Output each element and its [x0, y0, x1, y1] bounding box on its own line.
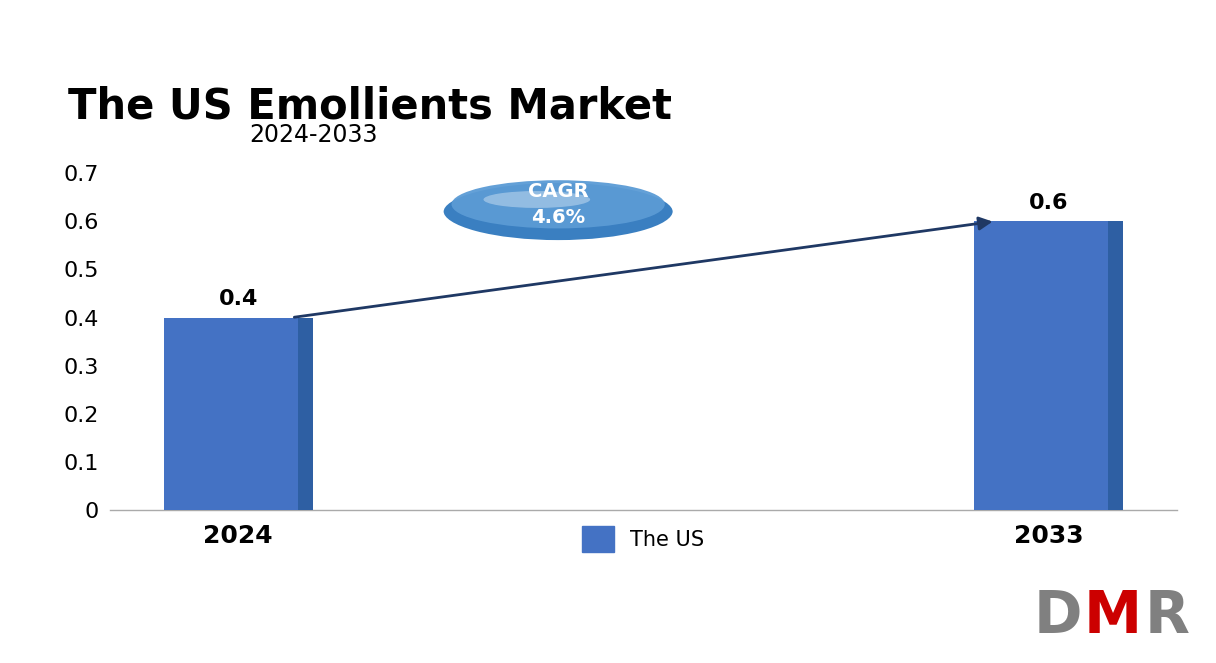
Text: CAGR
4.6%: CAGR 4.6% — [528, 182, 589, 227]
Ellipse shape — [484, 191, 590, 208]
FancyBboxPatch shape — [298, 318, 313, 511]
Text: D: D — [1034, 588, 1082, 645]
Text: 0.6: 0.6 — [1029, 192, 1069, 213]
FancyBboxPatch shape — [1109, 221, 1124, 511]
Ellipse shape — [441, 180, 675, 243]
FancyBboxPatch shape — [974, 221, 1124, 511]
Text: R: R — [1144, 588, 1190, 645]
Legend: The US: The US — [574, 518, 713, 560]
Text: The US Emollients Market: The US Emollients Market — [68, 86, 671, 127]
Text: 0.4: 0.4 — [219, 289, 258, 309]
FancyBboxPatch shape — [164, 318, 313, 511]
Ellipse shape — [441, 180, 675, 243]
Ellipse shape — [451, 180, 665, 229]
Text: 2024-2033: 2024-2033 — [249, 123, 377, 147]
Text: M: M — [1083, 588, 1142, 645]
